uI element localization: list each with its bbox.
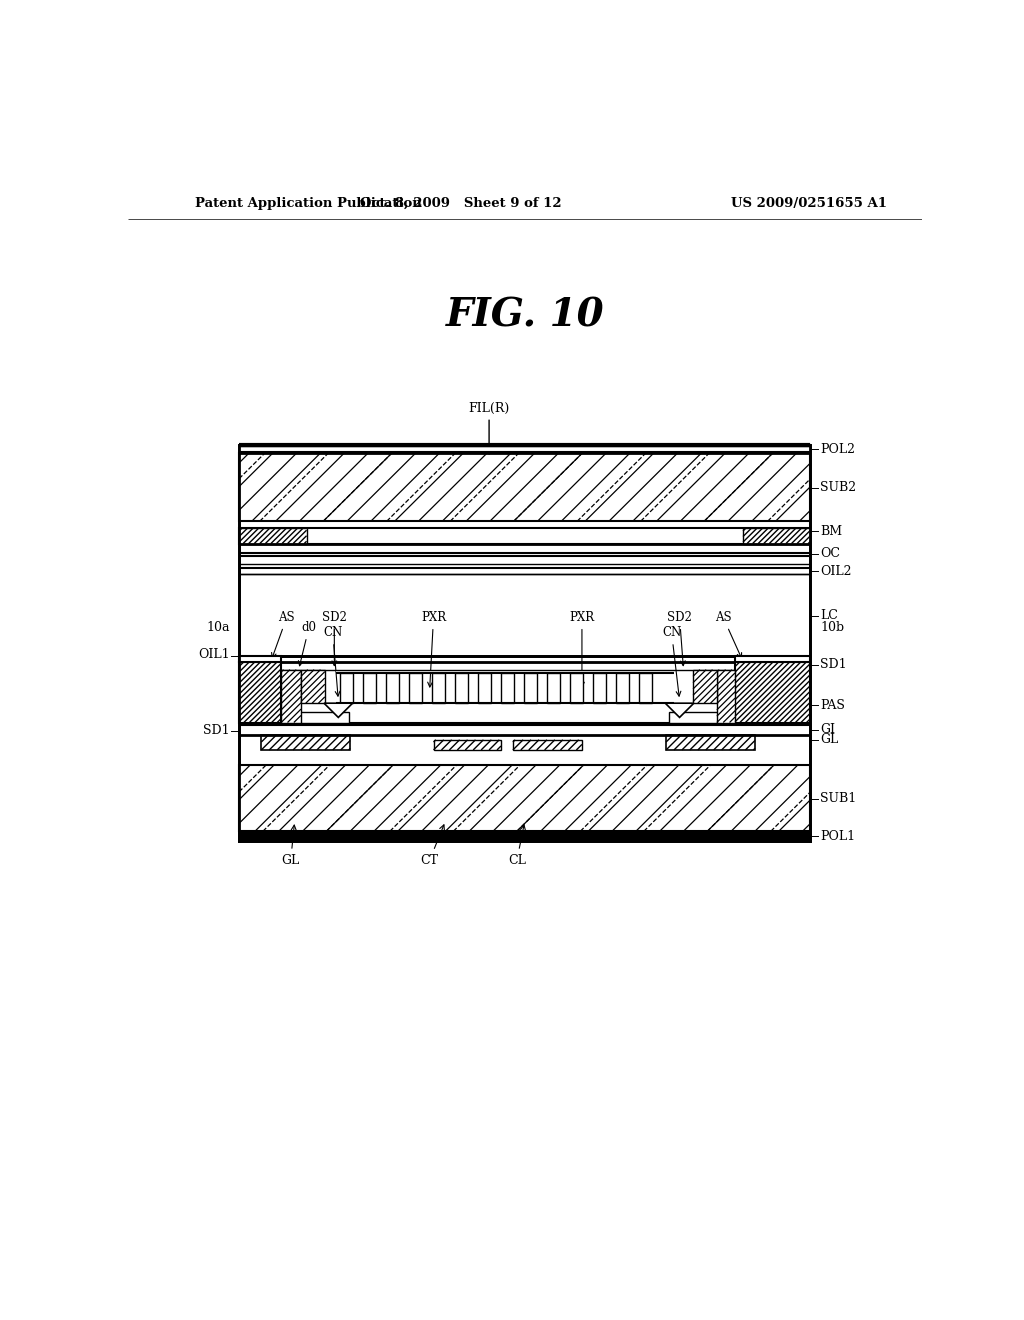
- Text: SD2: SD2: [667, 611, 692, 665]
- Text: Patent Application Publication: Patent Application Publication: [196, 197, 422, 210]
- Text: SUB2: SUB2: [820, 482, 856, 494]
- Bar: [240, 661, 282, 722]
- Text: BM: BM: [820, 525, 842, 539]
- Text: SD2: SD2: [322, 611, 347, 665]
- Text: SUB1: SUB1: [820, 792, 856, 805]
- Bar: [336, 669, 674, 673]
- Text: OC: OC: [820, 548, 840, 560]
- Bar: [524, 673, 537, 704]
- Text: FIG. 10: FIG. 10: [445, 297, 604, 335]
- Bar: [547, 673, 560, 704]
- Bar: [743, 528, 811, 544]
- Bar: [735, 656, 811, 661]
- Text: PXR: PXR: [421, 611, 446, 686]
- Bar: [478, 673, 490, 704]
- Bar: [666, 735, 755, 750]
- Bar: [240, 656, 282, 661]
- Bar: [693, 669, 717, 704]
- Text: AS: AS: [271, 611, 295, 657]
- Bar: [240, 453, 811, 521]
- Text: AS: AS: [715, 611, 741, 657]
- Text: PXR: PXR: [569, 611, 595, 686]
- Bar: [293, 713, 348, 722]
- Text: 10a: 10a: [206, 622, 229, 635]
- Bar: [455, 673, 468, 704]
- Bar: [240, 445, 811, 453]
- Polygon shape: [666, 704, 694, 718]
- Bar: [386, 673, 398, 704]
- Text: OIL2: OIL2: [820, 565, 852, 578]
- Text: LC: LC: [820, 610, 838, 622]
- Bar: [432, 673, 444, 704]
- Bar: [240, 832, 811, 841]
- Bar: [362, 673, 376, 704]
- Text: FIL(R): FIL(R): [468, 401, 510, 454]
- Text: CL: CL: [508, 825, 525, 867]
- Text: POL1: POL1: [820, 830, 855, 843]
- Polygon shape: [324, 704, 352, 718]
- Bar: [735, 661, 811, 722]
- Bar: [282, 669, 301, 722]
- Bar: [593, 673, 606, 704]
- Bar: [513, 739, 582, 750]
- Bar: [240, 528, 811, 544]
- Text: GI: GI: [820, 723, 835, 737]
- Text: PAS: PAS: [820, 698, 845, 711]
- Text: d0: d0: [298, 622, 316, 665]
- Text: SD1: SD1: [820, 659, 847, 671]
- Bar: [570, 673, 583, 704]
- Text: GL: GL: [282, 825, 300, 867]
- Bar: [261, 735, 350, 750]
- Bar: [670, 713, 725, 722]
- Text: US 2009/0251655 A1: US 2009/0251655 A1: [731, 197, 887, 210]
- Bar: [340, 673, 352, 704]
- Text: CN: CN: [324, 626, 342, 696]
- Bar: [240, 445, 811, 841]
- Text: 10b: 10b: [820, 622, 844, 635]
- Bar: [409, 673, 422, 704]
- Bar: [616, 673, 629, 704]
- Bar: [240, 766, 811, 832]
- Text: OIL1: OIL1: [198, 648, 229, 661]
- Bar: [639, 673, 652, 704]
- Text: CT: CT: [421, 825, 444, 867]
- Bar: [301, 669, 325, 704]
- Text: GL: GL: [820, 734, 839, 746]
- Bar: [717, 669, 735, 722]
- Text: POL2: POL2: [820, 442, 855, 455]
- Bar: [433, 739, 501, 750]
- Text: SD1: SD1: [203, 725, 229, 737]
- Bar: [501, 673, 514, 704]
- Text: Oct. 8, 2009   Sheet 9 of 12: Oct. 8, 2009 Sheet 9 of 12: [360, 197, 562, 210]
- Bar: [240, 704, 811, 722]
- Bar: [240, 528, 306, 544]
- Text: CN: CN: [662, 626, 681, 696]
